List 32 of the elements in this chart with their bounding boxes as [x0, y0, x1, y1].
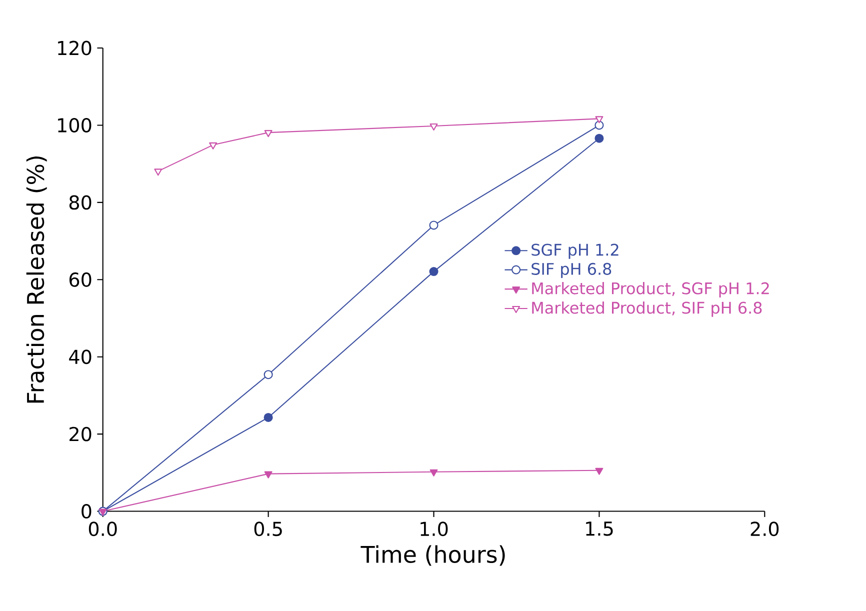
y-tick-label: 80: [69, 194, 92, 210]
y-tick-label: 20: [70, 426, 92, 442]
point: [429, 220, 438, 230]
point: [264, 412, 273, 422]
point: [264, 370, 273, 379]
legend-label: SGF pH 1.2: [532, 243, 618, 259]
legend-label: Marketed Product, SGF pH 1.2: [532, 282, 769, 298]
x-tick-label: 1.5: [586, 521, 613, 536]
y-tick-label: 0: [82, 504, 92, 518]
y-tick-label: 60: [69, 272, 92, 287]
legend-label: Marketed Product, SIF pH 6.8: [532, 301, 762, 317]
point: [154, 168, 162, 176]
x-tick-label: 1.0: [420, 521, 448, 536]
point: [209, 142, 218, 150]
point: [264, 130, 272, 137]
y-tick-label: 40: [69, 349, 92, 364]
point: [595, 116, 604, 123]
point: [430, 469, 438, 476]
point: [264, 471, 272, 478]
y-axis-title: Fraction Released (%): [26, 156, 47, 402]
point: [594, 134, 604, 143]
point: [429, 266, 438, 276]
point: [594, 120, 604, 130]
y-tick-label: 120: [58, 40, 92, 56]
x-axis-title: Time (hours): [360, 545, 505, 566]
x-tick-label: 0.0: [88, 521, 117, 536]
y-tick-label: 100: [58, 118, 92, 132]
x-tick-label: 0.5: [254, 521, 282, 536]
point: [595, 468, 604, 475]
x-tick-label: 2.0: [750, 521, 779, 536]
legend-label: SIF pH 6.8: [532, 262, 612, 278]
point: [430, 123, 438, 130]
